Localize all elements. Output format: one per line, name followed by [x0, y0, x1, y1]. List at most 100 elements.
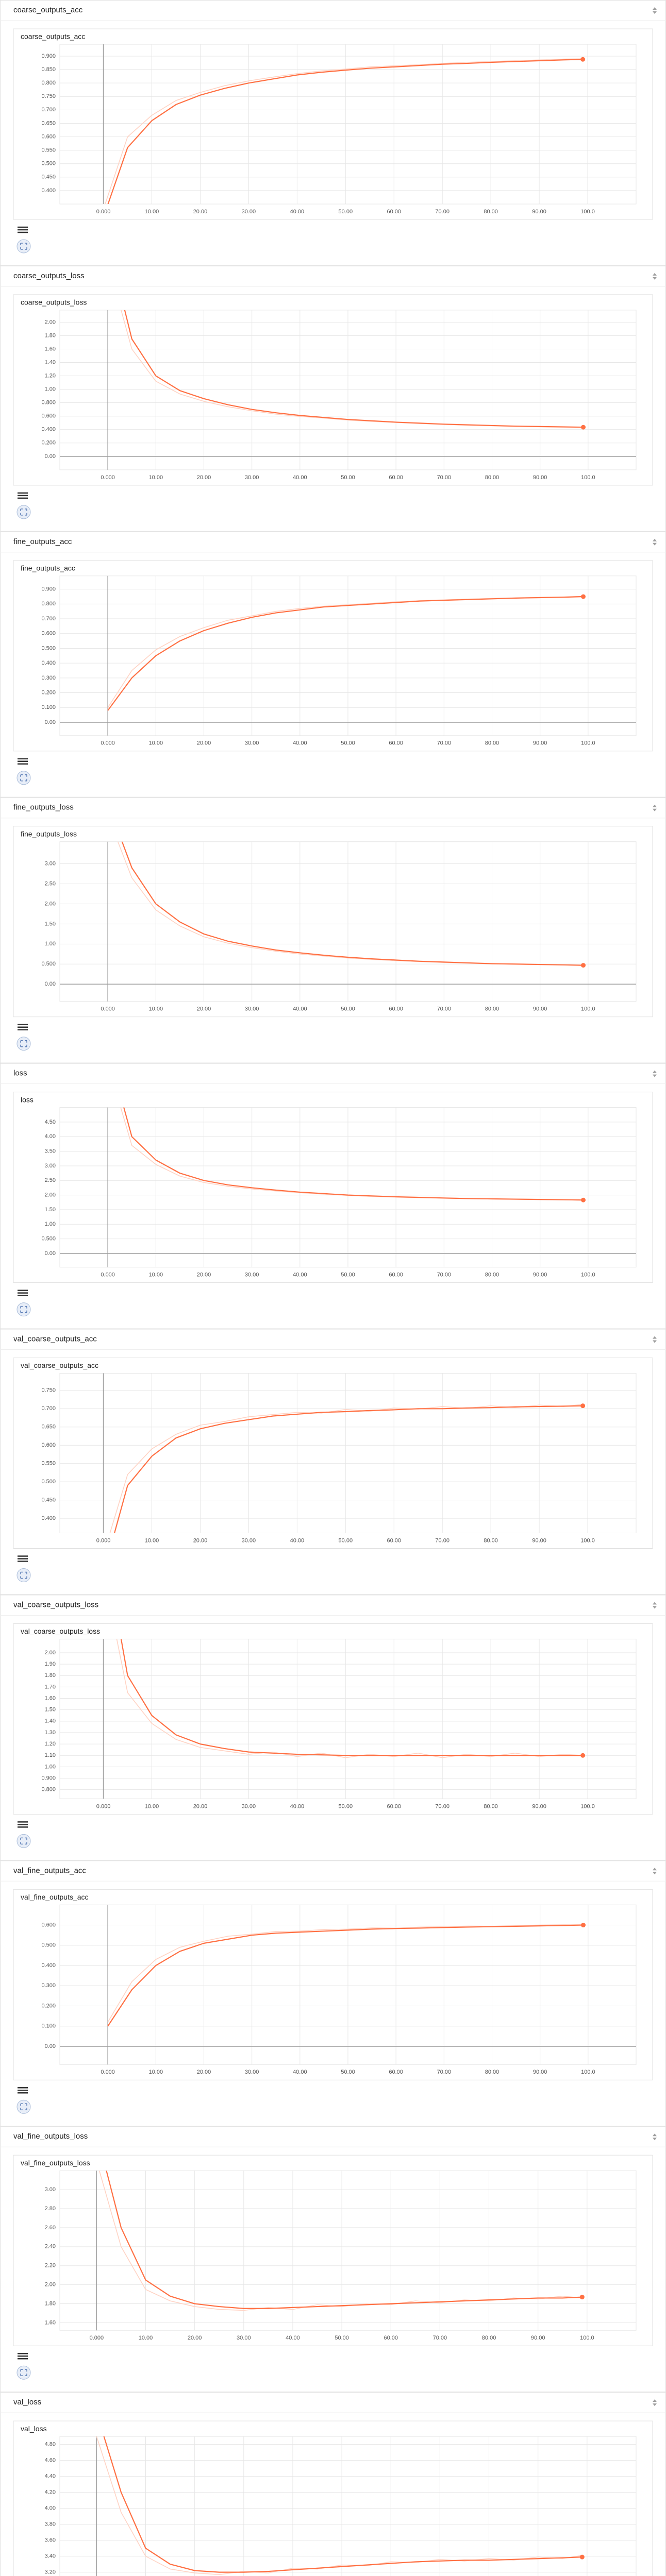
collapse-icon[interactable]: [653, 2133, 657, 2141]
chart-title: fine_outputs_acc: [21, 564, 75, 572]
expand-button[interactable]: [16, 771, 31, 785]
y-tick-label: 2.00: [45, 2282, 56, 2288]
y-tick-label: 0.200: [41, 2003, 56, 2009]
y-tick-label: 0.400: [41, 1962, 56, 1969]
menu-icon[interactable]: [18, 1821, 28, 1828]
y-tick-label: 0.800: [41, 1787, 56, 1793]
menu-icon[interactable]: [18, 1555, 28, 1562]
x-tick-label: 100.0: [580, 1803, 595, 1809]
y-tick-label: 3.60: [45, 2537, 56, 2544]
collapse-icon[interactable]: [653, 7, 657, 14]
menu-icon[interactable]: [18, 2087, 28, 2094]
x-tick-label: 10.00: [149, 740, 163, 747]
expand-icon: [20, 509, 27, 516]
y-tick-label: 0.400: [41, 427, 56, 433]
x-tick-label: 0.000: [90, 2335, 104, 2341]
y-tick-label: 0.900: [41, 53, 56, 59]
menu-icon[interactable]: [18, 1024, 28, 1030]
x-tick-label: 60.00: [384, 2335, 398, 2341]
series-line: [123, 1107, 584, 1201]
x-tick-label: 70.00: [437, 740, 452, 747]
y-tick-label: 0.900: [41, 586, 56, 592]
x-tick-label: 40.00: [290, 209, 305, 215]
expand-button[interactable]: [16, 239, 31, 253]
x-tick-label: 10.00: [149, 1006, 163, 1012]
expand-button[interactable]: [16, 2365, 31, 2380]
y-tick-label: 1.80: [45, 1672, 56, 1679]
x-tick-label: 60.00: [389, 2069, 403, 2075]
x-tick-label: 50.00: [341, 1272, 355, 1278]
x-tick-label: 30.00: [237, 2335, 251, 2341]
y-tick-label: 1.70: [45, 1684, 56, 1690]
y-tick-label: 0.200: [41, 689, 56, 696]
x-tick-label: 40.00: [286, 2335, 300, 2341]
x-tick-label: 20.00: [193, 1537, 208, 1544]
collapse-icon[interactable]: [653, 2399, 657, 2406]
end-point: [581, 1923, 586, 1928]
y-tick-label: 1.20: [45, 1741, 56, 1747]
collapse-icon[interactable]: [653, 1336, 657, 1343]
x-tick-label: 0.000: [101, 474, 115, 481]
x-tick-label: 60.00: [389, 1272, 403, 1278]
y-tick-label: 0.00: [45, 1250, 56, 1257]
collapse-icon[interactable]: [653, 804, 657, 811]
expand-button[interactable]: [16, 1568, 31, 1582]
menu-icon[interactable]: [18, 2352, 28, 2360]
x-tick-label: 70.00: [435, 1537, 449, 1544]
x-tick-label: 100.0: [581, 474, 595, 481]
section-title: val_fine_outputs_acc: [13, 1866, 86, 1875]
section-title: loss: [13, 1069, 27, 1078]
series-line: [120, 1639, 583, 1756]
expand-button[interactable]: [16, 1302, 31, 1317]
y-tick-label: 2.50: [45, 1177, 56, 1183]
y-tick-label: 2.80: [45, 2206, 56, 2212]
x-tick-label: 40.00: [293, 1272, 307, 1278]
chart-card: [13, 2155, 653, 2346]
menu-icon[interactable]: [18, 1290, 28, 1296]
series-line: [103, 2436, 582, 2573]
x-tick-label: 80.00: [484, 1537, 498, 1544]
collapse-icon[interactable]: [653, 273, 657, 280]
x-tick-label: 20.00: [197, 1006, 211, 1012]
y-tick-label: 1.20: [45, 372, 56, 379]
x-tick-label: 60.00: [387, 1537, 401, 1544]
y-tick-label: 0.550: [41, 147, 56, 154]
chart-card: [13, 1358, 653, 1549]
x-tick-label: 0.000: [96, 209, 111, 215]
expand-button[interactable]: [16, 505, 31, 519]
y-tick-label: 3.20: [45, 2569, 56, 2575]
collapse-icon[interactable]: [653, 538, 657, 546]
menu-icon[interactable]: [18, 226, 28, 233]
expand-button[interactable]: [16, 1834, 31, 1848]
x-tick-label: 50.00: [341, 474, 355, 481]
y-tick-label: 0.400: [41, 1515, 56, 1521]
x-tick-label: 20.00: [197, 474, 211, 481]
x-tick-label: 60.00: [389, 740, 403, 747]
x-tick-label: 100.0: [581, 2069, 595, 2075]
x-tick-label: 100.0: [581, 740, 595, 747]
series-line: [107, 59, 583, 204]
x-tick-label: 10.00: [145, 1803, 159, 1809]
chart-title: val_fine_outputs_loss: [21, 2159, 90, 2167]
menu-icon[interactable]: [18, 492, 28, 499]
x-tick-label: 10.00: [139, 2335, 153, 2341]
y-tick-label: 1.50: [45, 921, 56, 927]
y-tick-label: 0.650: [41, 1424, 56, 1430]
y-tick-label: 4.20: [45, 2489, 56, 2496]
plot-area: [59, 2170, 637, 2331]
collapse-icon[interactable]: [653, 1602, 657, 1609]
y-tick-label: 1.90: [45, 1661, 56, 1667]
x-tick-label: 80.00: [485, 740, 499, 747]
x-tick-label: 50.00: [341, 2069, 355, 2075]
y-tick-label: 0.500: [41, 161, 56, 167]
chart-title: coarse_outputs_acc: [21, 32, 85, 41]
collapse-icon[interactable]: [653, 1070, 657, 1077]
expand-button[interactable]: [16, 2099, 31, 2114]
plot-area: [59, 2436, 637, 2576]
x-tick-label: 30.00: [242, 1803, 256, 1809]
collapse-icon[interactable]: [653, 1868, 657, 1875]
y-tick-label: 2.50: [45, 880, 56, 887]
expand-button[interactable]: [16, 1037, 31, 1051]
menu-icon[interactable]: [18, 758, 28, 765]
